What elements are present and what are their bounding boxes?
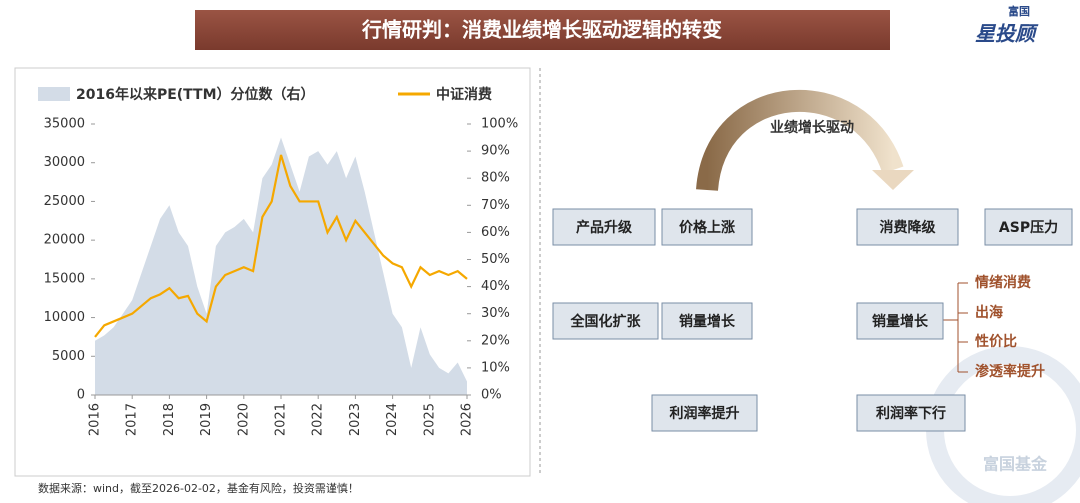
y2-tick-label: 40% xyxy=(481,279,510,294)
watermark: 富国基金 xyxy=(983,455,1048,474)
node-box xyxy=(984,208,1073,246)
x-tick-label: 2023 xyxy=(348,403,363,436)
title: 行情研判：消费业绩增长驱动逻辑的转变 xyxy=(361,18,722,42)
driver-label: 情绪消费 xyxy=(975,274,1031,291)
x-tick-label: 2022 xyxy=(311,403,326,436)
x-tick-label: 2025 xyxy=(422,403,437,436)
y-tick-label: 30000 xyxy=(44,155,85,170)
y-tick-label: 0 xyxy=(77,388,85,403)
logo-main: 星投顾 xyxy=(975,22,1039,46)
y2-tick-label: 80% xyxy=(481,171,510,186)
y-tick-label: 5000 xyxy=(52,349,85,364)
arc-label: 业绩增长驱动 xyxy=(770,119,854,136)
x-tick-label: 2019 xyxy=(199,403,214,436)
x-tick-label: 2017 xyxy=(125,403,140,436)
node-box xyxy=(856,302,944,340)
x-tick-label: 2020 xyxy=(236,403,251,436)
index-line xyxy=(94,154,468,338)
node-label: 销量增长 xyxy=(872,313,929,330)
bracket xyxy=(943,282,968,373)
driver-label: 性价比 xyxy=(975,333,1017,350)
node-box xyxy=(661,208,753,246)
source-note: 数据来源：wind，截至2026-02-02，基金有风险，投资需谨慎！ xyxy=(38,481,359,495)
chart-panel xyxy=(14,67,531,477)
node-box xyxy=(661,302,753,340)
node-label: ASP压力 xyxy=(999,219,1058,236)
y-tick-label: 15000 xyxy=(44,271,85,286)
y2-tick-label: 70% xyxy=(481,198,510,213)
y-tick-label: 20000 xyxy=(44,233,85,248)
node-label: 利润率提升 xyxy=(670,405,740,422)
chart: 2016年以来PE(TTM）分位数（右） 中证消费 0 5000 10000 15000 2… xyxy=(38,86,518,436)
driver-label: 渗透率提升 xyxy=(975,363,1045,380)
driver-label: 出海 xyxy=(975,304,1003,321)
x-tick-label: 2024 xyxy=(385,403,400,436)
node-label: 消费降级 xyxy=(880,219,937,236)
node-box xyxy=(552,208,656,246)
x-tick-label: 2021 xyxy=(274,403,289,436)
x-tick-label: 2026 xyxy=(460,403,475,436)
y-tick-label: 35000 xyxy=(44,117,85,132)
y-tick-label: 25000 xyxy=(44,194,85,209)
node-label: 利润率下行 xyxy=(876,405,946,422)
y2-tick-label: 60% xyxy=(481,225,510,240)
title-bar xyxy=(195,10,890,50)
arc-arrow xyxy=(696,89,904,192)
legend-label: 2016年以来PE(TTM）分位数（右） xyxy=(76,86,315,103)
logo-top: 富国 xyxy=(1008,4,1030,18)
y2-tick-label: 20% xyxy=(481,333,510,348)
y2-tick-label: 10% xyxy=(481,360,510,375)
y2-tick-label: 30% xyxy=(481,306,510,321)
y2-tick-label: 90% xyxy=(481,144,510,159)
arrow-head xyxy=(872,170,914,190)
x-tick-label: 2016 xyxy=(88,403,103,436)
node-box xyxy=(856,208,959,246)
y2-tick-label: 0% xyxy=(481,388,502,403)
legend-swatch xyxy=(38,87,70,101)
pe-area xyxy=(95,137,467,396)
y2-tick-label: 50% xyxy=(481,252,510,267)
node-label: 全国化扩张 xyxy=(570,313,642,330)
x-tick-label: 2018 xyxy=(162,403,177,436)
node-box xyxy=(552,302,659,340)
node-label: 销量增长 xyxy=(679,313,736,330)
node-box xyxy=(856,394,966,432)
node-label: 价格上涨 xyxy=(679,219,735,236)
legend-label: 中证消费 xyxy=(436,86,492,103)
node-label: 产品升级 xyxy=(576,219,633,236)
node-box xyxy=(651,394,758,432)
y-tick-label: 10000 xyxy=(44,310,85,325)
y2-tick-label: 100% xyxy=(481,117,518,132)
